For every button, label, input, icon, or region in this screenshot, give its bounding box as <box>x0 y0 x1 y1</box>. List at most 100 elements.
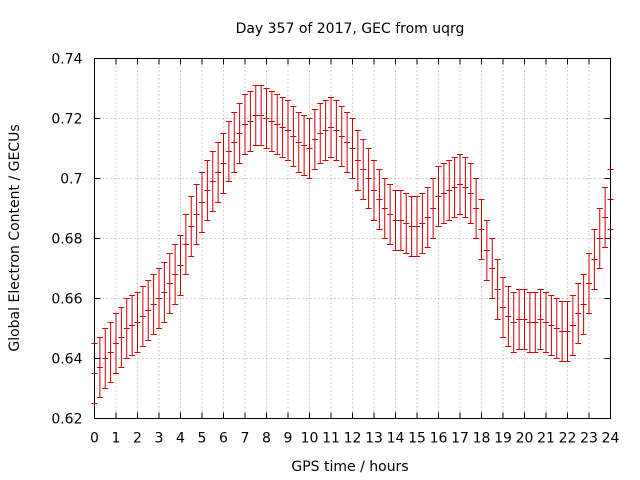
data-point <box>537 289 544 350</box>
data-point <box>543 292 549 353</box>
data-point <box>279 97 286 158</box>
data-point <box>591 229 598 290</box>
x-tick-label: 9 <box>284 431 293 447</box>
data-point <box>172 244 179 305</box>
data-point <box>328 97 334 158</box>
data-point <box>451 157 458 218</box>
data-point <box>494 259 501 320</box>
x-tick-label: 15 <box>408 431 426 447</box>
data-point <box>177 235 184 296</box>
data-point <box>268 91 275 152</box>
data-point <box>424 187 431 248</box>
x-tick-label: 4 <box>176 431 185 447</box>
data-point <box>306 118 313 179</box>
data-point <box>365 148 372 209</box>
data-point <box>301 115 308 176</box>
data-point <box>209 151 216 212</box>
x-tick-label: 3 <box>155 431 164 447</box>
data-point <box>387 184 394 245</box>
data-point <box>139 286 146 347</box>
x-tick-label: 11 <box>322 431 340 447</box>
data-point <box>182 214 189 275</box>
x-tick-label: 22 <box>559 431 577 447</box>
data-point <box>403 193 410 254</box>
data-point <box>242 94 248 155</box>
chart-title: Day 357 of 2017, GEC from uqrg <box>236 21 465 37</box>
data-point <box>408 196 415 257</box>
data-point <box>263 88 270 149</box>
data-point <box>564 301 571 362</box>
data-point <box>96 337 103 398</box>
data-point <box>102 328 109 389</box>
x-tick-label: 14 <box>387 431 405 447</box>
data-point <box>322 100 329 161</box>
x-tick-label: 12 <box>344 431 362 447</box>
data-point <box>113 313 119 374</box>
data-point <box>333 100 340 161</box>
data-point <box>440 163 447 224</box>
x-tick-label: 21 <box>537 431 555 447</box>
data-point <box>285 100 291 161</box>
data-point <box>462 157 469 218</box>
data-point <box>231 112 238 173</box>
data-point <box>478 199 485 260</box>
x-tick-label: 13 <box>365 431 383 447</box>
data-point <box>602 187 609 248</box>
data-point <box>435 166 442 227</box>
data-point <box>516 289 523 350</box>
data-point <box>569 295 576 356</box>
data-point <box>236 103 243 164</box>
x-tick-label: 6 <box>219 431 228 447</box>
data-point <box>129 295 136 356</box>
data-point <box>338 106 345 167</box>
data-point <box>204 160 211 221</box>
data-point <box>414 196 420 257</box>
x-tick-label: 24 <box>602 431 620 447</box>
data-point <box>489 238 496 299</box>
data-point <box>344 112 351 173</box>
data-point <box>215 142 222 203</box>
x-tick-label: 7 <box>241 431 250 447</box>
axis-ticks <box>94 58 611 419</box>
data-point <box>392 190 399 251</box>
data-point <box>134 292 141 353</box>
x-tick-label: 2 <box>133 431 142 447</box>
x-tick-label: 1 <box>112 431 121 447</box>
data-point <box>156 268 162 329</box>
data-point <box>526 292 533 353</box>
data-point <box>596 208 603 269</box>
x-tick-label: 19 <box>494 431 512 447</box>
x-tick-label: 23 <box>580 431 598 447</box>
data-point <box>354 130 361 191</box>
data-point <box>446 160 453 221</box>
data-point <box>586 253 592 314</box>
data-point <box>166 253 173 314</box>
data-point <box>548 295 555 356</box>
x-tick-labels: 0 1 2 3 4 5 6 7 8 9 10 11 12 13 14 15 16 17 18 19 20 21 22 23 24 <box>90 431 619 447</box>
data-point <box>295 112 302 173</box>
x-tick-label: 18 <box>473 431 491 447</box>
data-point <box>290 106 297 167</box>
data-point <box>311 109 318 170</box>
data-point <box>317 103 324 164</box>
data-point <box>188 196 195 257</box>
data-point <box>510 292 517 353</box>
y-tick-label: 0.68 <box>51 232 82 248</box>
data-point <box>500 277 506 338</box>
data-point <box>467 163 474 224</box>
data-point <box>532 292 539 353</box>
data-point <box>580 274 587 335</box>
x-tick-label: 16 <box>430 431 448 447</box>
error-bars <box>91 85 614 404</box>
data-point <box>252 85 259 146</box>
x-tick-label: 0 <box>90 431 99 447</box>
x-axis-title: GPS time / hours <box>291 459 408 475</box>
data-point <box>397 190 404 251</box>
data-point <box>559 301 566 362</box>
data-point <box>225 121 232 182</box>
y-tick-label: 0.7 <box>60 172 82 188</box>
y-tick-label: 0.74 <box>51 52 82 68</box>
data-point <box>360 139 367 200</box>
data-point <box>247 91 254 152</box>
y-tick-label: 0.62 <box>51 412 82 428</box>
